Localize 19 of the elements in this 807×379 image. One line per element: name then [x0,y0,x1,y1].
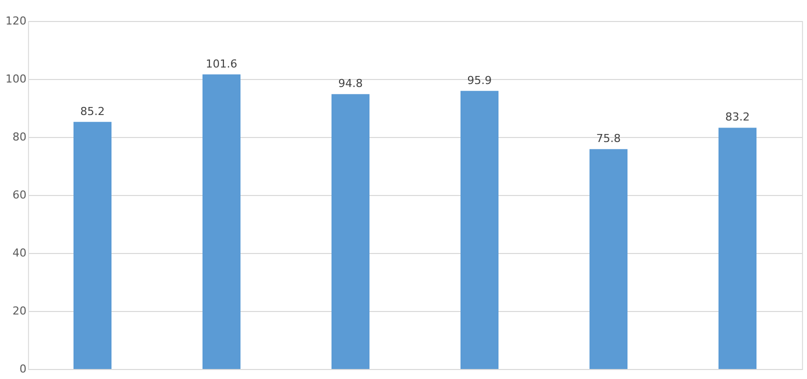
y-tick-label: 80 [12,130,26,144]
bar [332,94,370,369]
bar [74,122,112,369]
data-label: 75.8 [596,132,621,146]
bar [590,149,628,369]
y-tick-label: 0 [20,362,26,376]
data-label: 95.9 [467,74,492,87]
y-tick-label: 60 [12,188,26,202]
y-tick-label: 120 [6,14,26,28]
y-tick-label: 40 [12,246,26,260]
bar [202,74,240,369]
data-label: 94.8 [338,77,363,90]
bar [460,90,498,369]
data-label: 101.6 [206,57,238,70]
y-tick-label: 20 [12,304,26,318]
data-label: 83.2 [725,110,750,124]
y-tick-label: 100 [6,72,26,86]
bar [718,128,756,369]
data-label: 85.2 [80,104,105,118]
